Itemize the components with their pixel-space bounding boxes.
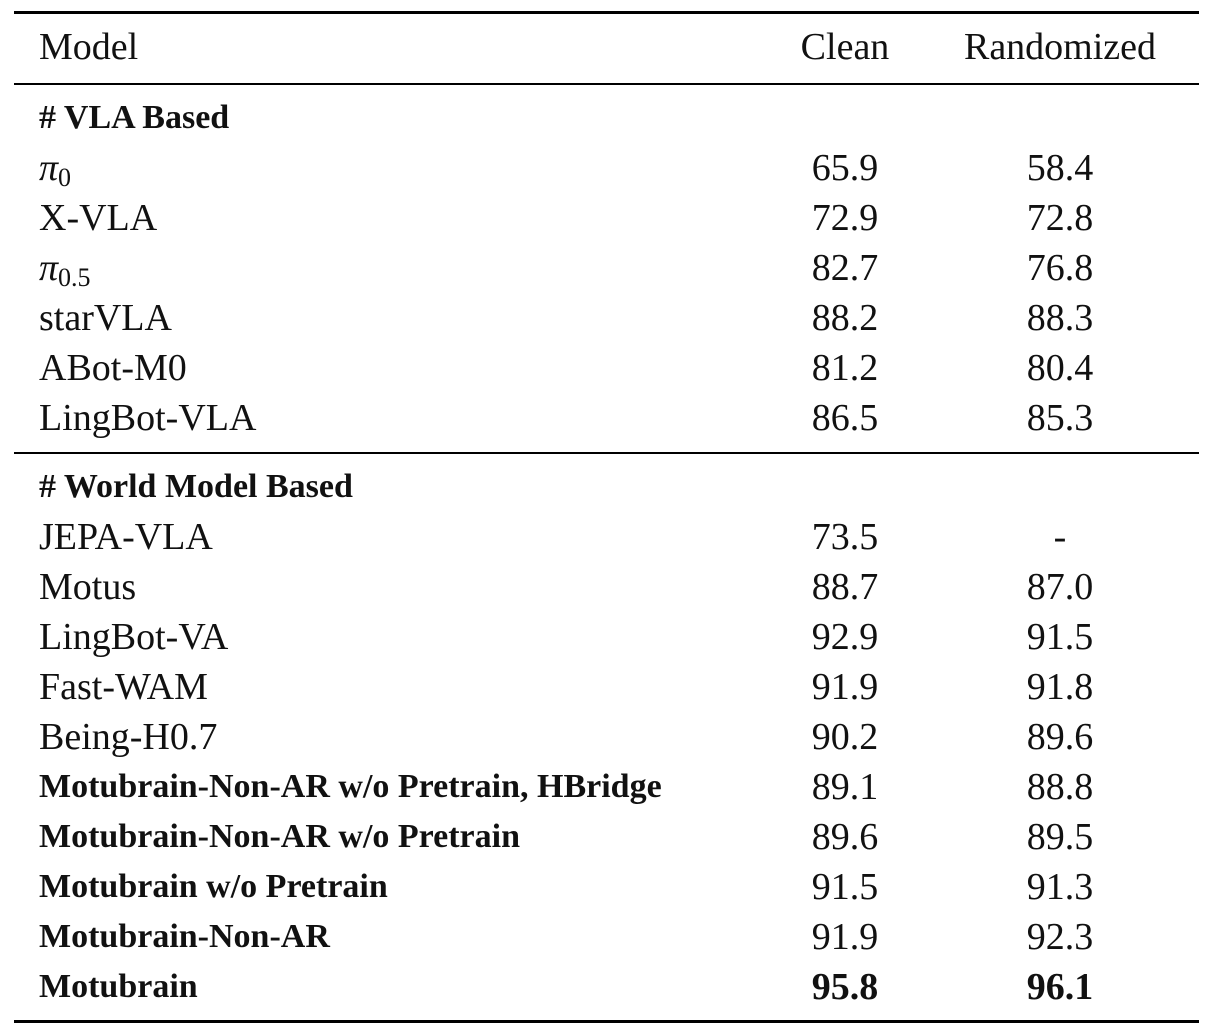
model-name: Motubrain w/o Pretrain [39,868,388,905]
randomized-value: 92.3 [1026,916,1094,958]
model-name: Motubrain-Non-AR w/o Pretrain [39,818,520,855]
clean-value: 89.1 [811,766,879,808]
randomized-value: 72.8 [1026,197,1094,239]
clean-value: 95.8 [811,966,879,1008]
section-title: # VLA Based [39,99,230,136]
randomized-value: 96.1 [1026,966,1094,1008]
model-name: Motubrain-Non-AR [39,918,330,955]
table-row: Fast-WAM 91.9 91.8 [0,662,1224,712]
table-row: LingBot-VLA 86.5 85.3 [0,393,1224,443]
randomized-value: 89.6 [1026,716,1094,758]
table-row: Motubrain w/o Pretrain 91.5 91.3 [0,862,1224,912]
section-title: # World Model Based [39,468,353,505]
clean-value: 72.9 [811,197,879,239]
clean-value: 86.5 [811,397,879,439]
model-name: Motus [39,566,137,608]
clean-value: 92.9 [811,616,879,658]
clean-value: 91.5 [811,866,879,908]
model-name: Motubrain [39,968,198,1005]
randomized-value: 76.8 [1026,247,1094,289]
table-row: LingBot-VA 92.9 91.5 [0,612,1224,662]
top-rule [14,11,1199,14]
model-name: LingBot-VLA [39,397,257,439]
clean-value: 89.6 [811,816,879,858]
table-row: X-VLA 72.9 72.8 [0,193,1224,243]
table-row: π0.5 82.7 76.8 [0,243,1224,293]
randomized-value: 80.4 [1026,347,1094,389]
clean-value: 81.2 [811,347,879,389]
table-row: ABot-M0 81.2 80.4 [0,343,1224,393]
randomized-value: - [1053,516,1067,558]
model-name: π0 [39,143,71,203]
pi-symbol: π [39,147,59,189]
model-name: JEPA-VLA [39,516,213,558]
model-name: π0.5 [39,243,91,303]
randomized-value: 88.3 [1026,297,1094,339]
clean-value: 90.2 [811,716,879,758]
randomized-value: 89.5 [1026,816,1094,858]
header-rule [14,83,1199,85]
section-header-world-model: # World Model Based [0,462,1224,512]
table-row: starVLA 88.2 88.3 [0,293,1224,343]
clean-value: 91.9 [811,916,879,958]
clean-value: 88.2 [811,297,879,339]
model-name: starVLA [39,297,172,339]
clean-value: 73.5 [811,516,879,558]
table-row: Motubrain-Non-AR w/o Pretrain 89.6 89.5 [0,812,1224,862]
bottom-rule [14,1020,1199,1023]
pi-symbol: π [39,247,59,289]
header-row: Model Clean Randomized [0,22,1224,72]
randomized-value: 91.5 [1026,616,1094,658]
randomized-value: 91.3 [1026,866,1094,908]
randomized-value: 58.4 [1026,147,1094,189]
section-header-vla: # VLA Based [0,93,1224,143]
table-row: Motubrain-Non-AR w/o Pretrain, HBridge 8… [0,762,1224,812]
table-row: Motus 88.7 87.0 [0,562,1224,612]
clean-value: 82.7 [811,247,879,289]
clean-value: 91.9 [811,666,879,708]
model-name: Fast-WAM [39,666,208,708]
table-row: JEPA-VLA 73.5 - [0,512,1224,562]
model-name: X-VLA [39,197,158,239]
model-name: ABot-M0 [39,347,187,389]
pi-subscript: 0.5 [58,263,91,292]
table-row: π0 65.9 58.4 [0,143,1224,193]
randomized-value: 91.8 [1026,666,1094,708]
model-name: Motubrain-Non-AR w/o Pretrain, HBridge [39,768,662,805]
table-row: Motubrain-Non-AR 91.9 92.3 [0,912,1224,962]
section-divider-rule [14,452,1199,454]
pi-subscript: 0 [58,163,72,192]
header-randomized: Randomized [963,26,1157,68]
randomized-value: 87.0 [1026,566,1094,608]
header-model: Model [39,26,139,68]
clean-value: 65.9 [811,147,879,189]
randomized-value: 85.3 [1026,397,1094,439]
clean-value: 88.7 [811,566,879,608]
table-row: Being-H0.7 90.2 89.6 [0,712,1224,762]
model-name: Being-H0.7 [39,716,218,758]
randomized-value: 88.8 [1026,766,1094,808]
model-name: LingBot-VA [39,616,229,658]
table-row: Motubrain 95.8 96.1 [0,962,1224,1012]
header-clean: Clean [800,26,890,68]
